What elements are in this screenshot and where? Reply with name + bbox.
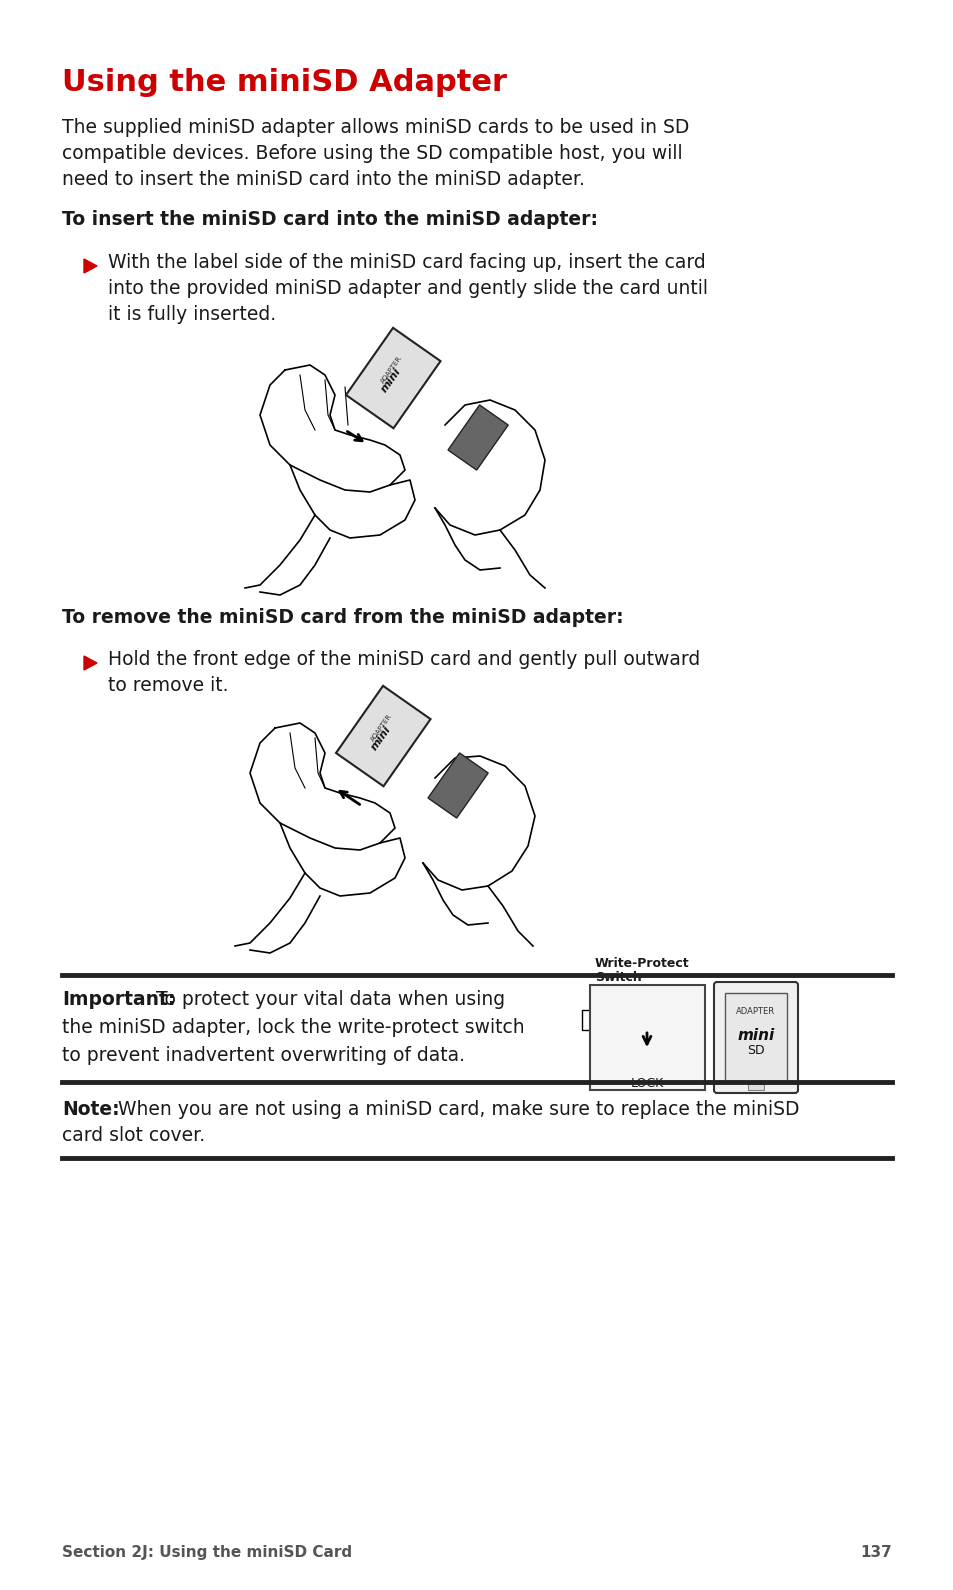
Polygon shape <box>84 657 97 669</box>
Polygon shape <box>448 405 508 471</box>
Text: mini: mini <box>369 723 393 752</box>
Text: the miniSD adapter, lock the write-protect switch: the miniSD adapter, lock the write-prote… <box>62 1018 524 1037</box>
Text: Write-Protect: Write-Protect <box>595 957 689 970</box>
Polygon shape <box>346 328 440 428</box>
Text: ADAPTER: ADAPTER <box>736 1006 775 1016</box>
Text: Section 2J: Using the miniSD Card: Section 2J: Using the miniSD Card <box>62 1545 352 1560</box>
Text: LOCK: LOCK <box>630 1076 663 1091</box>
Text: it is fully inserted.: it is fully inserted. <box>108 305 275 324</box>
Text: Important:: Important: <box>62 991 175 1010</box>
Text: When you are not using a miniSD card, make sure to replace the miniSD: When you are not using a miniSD card, ma… <box>112 1100 799 1119</box>
Bar <box>589 984 704 1091</box>
Text: To remove the miniSD card from the miniSD adapter:: To remove the miniSD card from the miniS… <box>62 607 623 626</box>
Text: Using the miniSD Adapter: Using the miniSD Adapter <box>62 68 506 97</box>
Text: Note:: Note: <box>62 1100 119 1119</box>
Text: To insert the miniSD card into the miniSD adapter:: To insert the miniSD card into the miniS… <box>62 210 598 229</box>
Bar <box>724 994 786 1083</box>
Bar <box>747 1084 763 1091</box>
FancyBboxPatch shape <box>713 983 797 1092</box>
Text: need to insert the miniSD card into the miniSD adapter.: need to insert the miniSD card into the … <box>62 170 584 189</box>
Text: into the provided miniSD adapter and gently slide the card until: into the provided miniSD adapter and gen… <box>108 278 707 297</box>
Text: With the label side of the miniSD card facing up, insert the card: With the label side of the miniSD card f… <box>108 253 705 272</box>
Polygon shape <box>84 259 97 273</box>
Text: Hold the front edge of the miniSD card and gently pull outward: Hold the front edge of the miniSD card a… <box>108 650 700 669</box>
Polygon shape <box>428 754 488 819</box>
Text: to prevent inadvertent overwriting of data.: to prevent inadvertent overwriting of da… <box>62 1046 464 1065</box>
Text: card slot cover.: card slot cover. <box>62 1126 205 1145</box>
Text: ADAPTER: ADAPTER <box>369 714 393 743</box>
Text: mini: mini <box>737 1027 774 1043</box>
Text: The supplied miniSD adapter allows miniSD cards to be used in SD: The supplied miniSD adapter allows miniS… <box>62 118 689 137</box>
Text: SD: SD <box>746 1045 764 1057</box>
Text: ADAPTER: ADAPTER <box>379 355 402 385</box>
Text: Switch: Switch <box>595 971 641 984</box>
Text: compatible devices. Before using the SD compatible host, you will: compatible devices. Before using the SD … <box>62 145 682 164</box>
Polygon shape <box>335 685 430 787</box>
Text: mini: mini <box>379 366 403 394</box>
Text: 137: 137 <box>860 1545 891 1560</box>
Text: To protect your vital data when using: To protect your vital data when using <box>150 991 504 1010</box>
Text: to remove it.: to remove it. <box>108 676 229 695</box>
